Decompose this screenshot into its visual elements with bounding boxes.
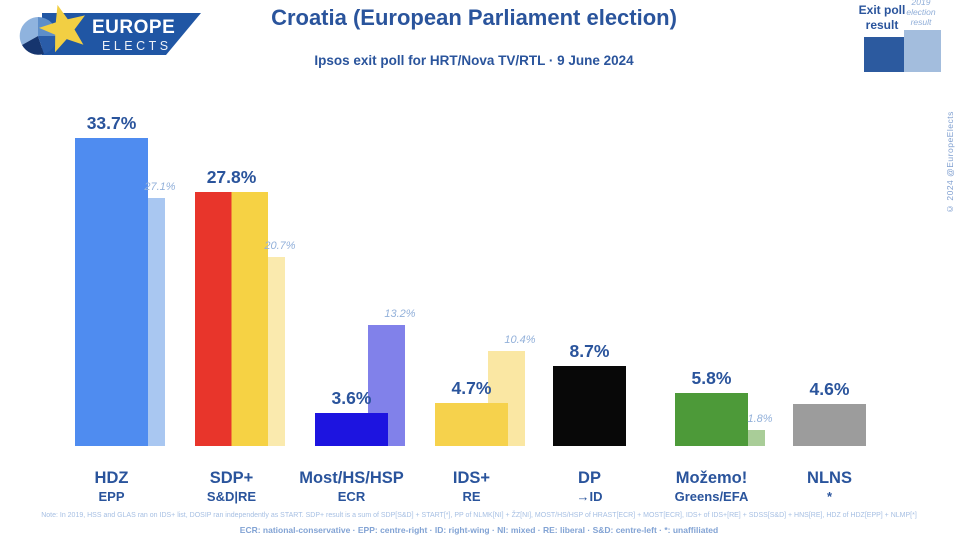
party-group-2: ECR bbox=[337, 489, 366, 504]
party-name-6: NLNS bbox=[807, 469, 852, 487]
party-label-5: Možemo! Greens/EFA bbox=[640, 469, 783, 504]
legend-exitpoll-swatch bbox=[864, 37, 904, 72]
value-exitpoll-5: 5.8% bbox=[691, 368, 732, 388]
party-name-0: HDZ bbox=[94, 469, 129, 487]
party-label-6: NLNS * bbox=[758, 469, 901, 504]
bar-exitpoll-5 bbox=[675, 393, 748, 446]
value-exitpoll-6: 4.6% bbox=[809, 378, 850, 399]
party-label-2: Most/HS/HSP ECR bbox=[280, 469, 423, 504]
party-group-4: →ID bbox=[576, 489, 603, 504]
party-group-1: S&D|RE bbox=[206, 489, 257, 504]
logo-text-elects: ELECTS bbox=[102, 39, 172, 53]
party-group-0: EPP bbox=[98, 489, 125, 504]
page-title: Croatia (European Parliament election) bbox=[271, 5, 677, 30]
party-label-4: DP →ID bbox=[518, 469, 661, 504]
value-exitpoll-3: 4.7% bbox=[451, 378, 492, 399]
party-name-4: DP bbox=[578, 469, 601, 487]
party-name-5: Možemo! bbox=[675, 469, 748, 487]
value-2019-2: 13.2% bbox=[384, 308, 416, 321]
party-label-1: SDP+ S&D|RE bbox=[160, 469, 303, 504]
europe-elects-logo: EUROPE ELECTS bbox=[19, 4, 201, 55]
bar-exitpoll-0 bbox=[75, 137, 148, 446]
bar-exitpoll-3 bbox=[435, 403, 508, 446]
page-subtitle: Ipsos exit poll for HRT/Nova TV/RTL · 9 … bbox=[314, 53, 634, 68]
party-name-1: SDP+ bbox=[209, 469, 254, 487]
party-name-3: IDS+ bbox=[452, 469, 491, 487]
legend-2019-label: 2019 election result bbox=[906, 0, 936, 28]
value-2019-5: 1.8% bbox=[747, 412, 773, 425]
party-name-2: Most/HS/HSP bbox=[299, 469, 404, 487]
party-label-3: IDS+ RE bbox=[400, 469, 543, 504]
bar-exitpoll-6 bbox=[793, 403, 866, 446]
value-exitpoll-4: 8.7% bbox=[569, 341, 610, 362]
logo-text-europe: EUROPE bbox=[92, 17, 175, 38]
logo-star-icon bbox=[39, 4, 85, 53]
party-group-5: Greens/EFA bbox=[674, 489, 749, 504]
logo-banner bbox=[42, 13, 201, 55]
footnote-group-key: ECR: national-conservative · EPP: centre… bbox=[239, 525, 719, 535]
legend-2019-swatch bbox=[904, 30, 941, 72]
party-group-6: * bbox=[826, 489, 833, 504]
value-2019-0: 27.1% bbox=[144, 181, 176, 194]
footnote-note: Note: In 2019, HSS and GLAS ran on IDS+ … bbox=[41, 512, 917, 519]
value-exitpoll-1: 27.8% bbox=[206, 166, 257, 187]
party-label-0: HDZ EPP bbox=[40, 469, 183, 504]
value-2019-1: 20.7% bbox=[264, 239, 296, 252]
party-group-3: RE bbox=[462, 489, 481, 504]
value-exitpoll-0: 33.7% bbox=[86, 112, 137, 133]
bar-exitpoll-1 bbox=[195, 191, 268, 446]
value-exitpoll-2: 3.6% bbox=[331, 388, 372, 409]
bar-exitpoll-4 bbox=[553, 366, 626, 446]
value-2019-3: 10.4% bbox=[504, 333, 536, 346]
bar-exitpoll-2 bbox=[315, 413, 388, 446]
legend-exitpoll-label: Exit poll result bbox=[858, 3, 906, 32]
